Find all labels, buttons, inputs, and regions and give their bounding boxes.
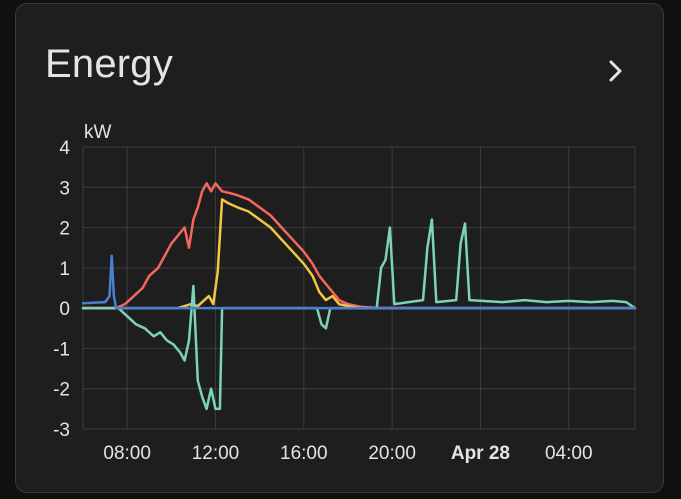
y-tick-label: 1 — [59, 259, 70, 280]
y-tick-label: 4 — [59, 138, 70, 159]
x-tick-label: 12:00 — [192, 443, 240, 464]
card-title: Energy — [45, 42, 173, 86]
y-axis-unit-label: kW — [84, 122, 112, 143]
y-tick-label: 3 — [59, 178, 70, 199]
x-tick-label: 20:00 — [368, 443, 416, 464]
series-line-1 — [81, 198, 637, 310]
energy-card: Energy — [15, 3, 664, 493]
x-tick-label: 08:00 — [103, 443, 151, 464]
y-tick-label: 0 — [59, 299, 70, 320]
y-tick-label: -1 — [53, 339, 70, 360]
y-tick-label: -2 — [53, 380, 70, 401]
chart-grid — [82, 146, 636, 430]
y-tick-label: 2 — [59, 219, 70, 240]
chart-series — [81, 182, 637, 411]
x-tick-label: 04:00 — [545, 443, 593, 464]
series-line-3 — [81, 254, 637, 310]
series-line-2 — [81, 218, 637, 411]
y-tick-label: -3 — [53, 420, 70, 441]
series-line-0 — [81, 182, 637, 310]
x-tick-label: 16:00 — [280, 443, 328, 464]
x-tick-label: Apr 28 — [451, 443, 510, 464]
y-axis-ticks: 4 3 2 1 0 -1 -2 -3 — [53, 138, 70, 441]
chevron-right-icon[interactable] — [601, 54, 631, 88]
x-axis-ticks: 08:00 12:00 16:00 20:00 Apr 28 04:00 — [103, 443, 592, 464]
